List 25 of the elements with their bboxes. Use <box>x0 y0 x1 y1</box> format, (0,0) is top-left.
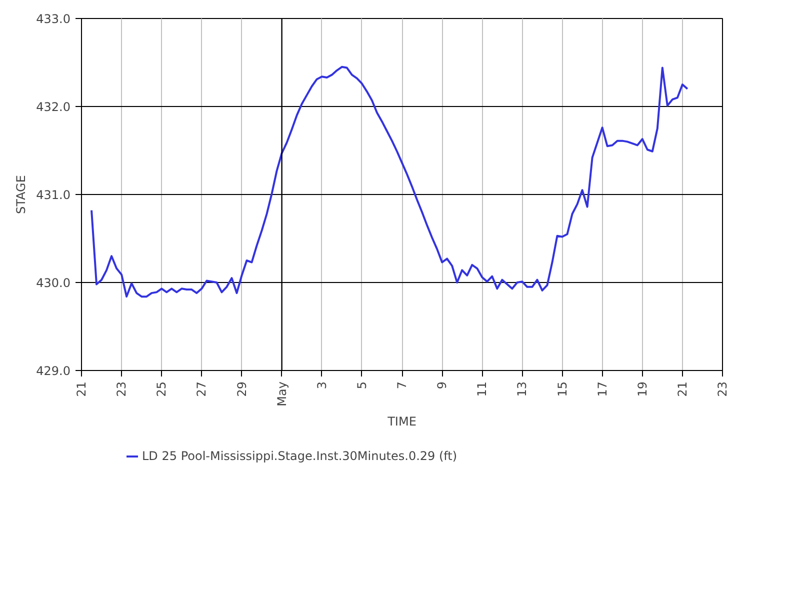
x-tick-label: 15 <box>555 381 570 397</box>
x-tick-label: 23 <box>716 381 730 397</box>
x-tick-label: 3 <box>314 381 329 390</box>
x-tick-label: 27 <box>194 381 209 397</box>
y-axis-title: STAGE <box>14 175 28 214</box>
y-tick-label: 431.0 <box>36 188 71 202</box>
x-tick-label: 29 <box>234 381 249 397</box>
y-tick-label: 433.0 <box>36 12 71 26</box>
x-axis-title: TIME <box>386 414 416 428</box>
y-tick-label: 430.0 <box>36 276 71 290</box>
legend-label: LD 25 Pool-Mississippi.Stage.Inst.30Minutes.0.29 (ft) <box>142 449 458 463</box>
y-tick-label: 432.0 <box>36 100 71 114</box>
x-tick-label: 19 <box>635 381 650 397</box>
y-tick-label: 429.0 <box>36 364 71 378</box>
x-tick-label: 13 <box>515 381 530 397</box>
x-tick-label: 21 <box>675 381 690 397</box>
x-tick-label: 5 <box>354 381 369 390</box>
x-tick-label: 25 <box>154 381 169 397</box>
x-tick-label: 17 <box>595 381 610 397</box>
x-tick-label: 23 <box>114 381 129 397</box>
x-tick-label: 7 <box>395 381 409 390</box>
x-tick-label: 21 <box>74 381 88 397</box>
x-tick-label: 11 <box>475 381 490 397</box>
x-tick-label: May <box>274 381 289 406</box>
x-tick-label: 9 <box>435 381 450 390</box>
